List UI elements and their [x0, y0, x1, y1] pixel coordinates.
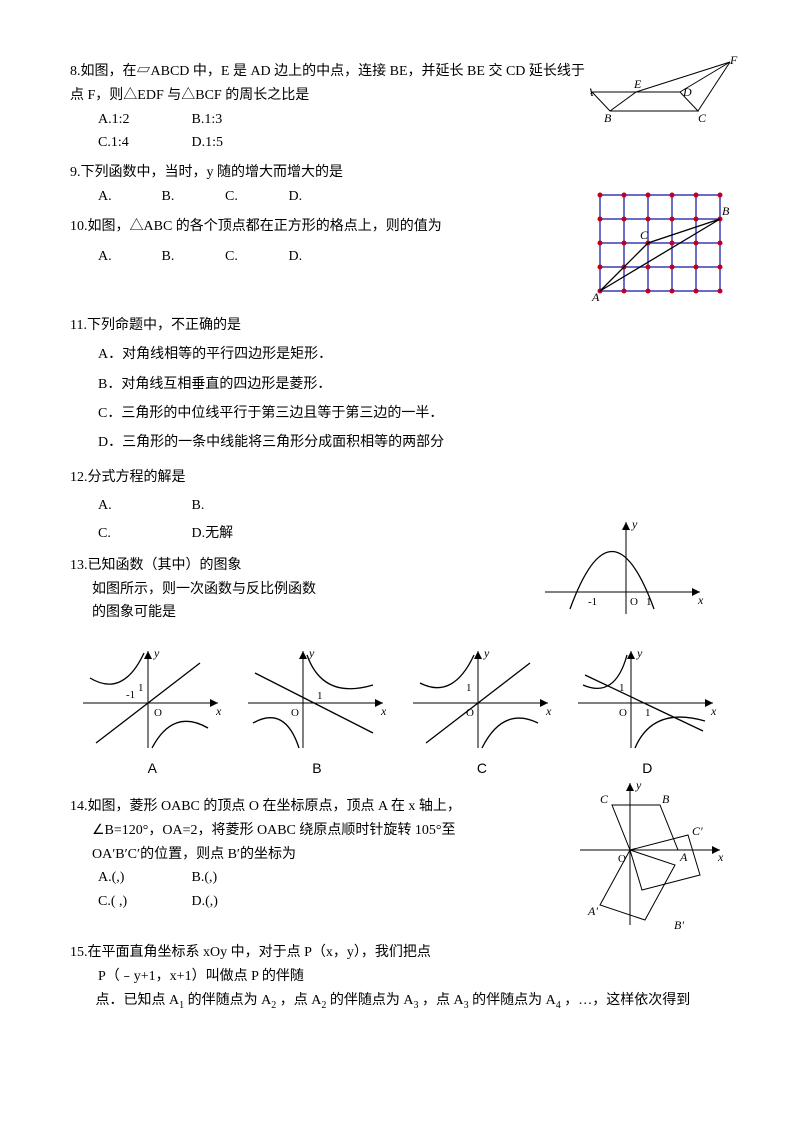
option-a: A.1:2 [98, 108, 188, 132]
option-a: A.(,) [98, 866, 188, 890]
option-d: D.1:5 [192, 131, 282, 155]
svg-text:O: O [291, 707, 299, 719]
label-y: y [631, 517, 638, 531]
question-11: 11.下列命题中，不正确的是 A．对角线相等的平行四边形是矩形． B．对角线互相… [70, 311, 730, 458]
q14-figure: O A B C x y A' B' C' [570, 775, 730, 935]
graph-a: x y O -1 1 [78, 643, 228, 753]
svg-text:A: A [679, 850, 688, 864]
exam-page: A B C D E F 8.如图，在▱ABCD 中，E 是 AD 边上的中点，连… [0, 0, 800, 1059]
question-13: x y O -1 1 13.已知函数（其中）的图象 如图所示，则一次函数与反比例… [70, 554, 730, 781]
svg-text:O: O [154, 707, 162, 719]
svg-text:B: B [662, 792, 670, 806]
label-b: B [604, 111, 612, 125]
option-a: A. [98, 492, 188, 520]
svg-text:y: y [483, 646, 490, 660]
svg-text:A': A' [587, 904, 598, 918]
label-c: C [698, 111, 707, 125]
graph-b: x y O 1 [243, 643, 393, 753]
svg-text:y: y [153, 646, 160, 660]
rhombus-rot-1 [630, 835, 700, 890]
question-14: O A B C x y A' B' C' 14.如图，菱形 OABC 的顶点 O… [70, 795, 730, 935]
svg-text:x: x [215, 704, 222, 718]
q11-stem: 11.下列命题中，不正确的是 [70, 311, 730, 340]
option-a: A. [98, 245, 158, 269]
rhombus-1 [612, 805, 678, 850]
label-a: A [148, 757, 157, 781]
svg-text:x: x [380, 704, 387, 718]
svg-text:O: O [618, 853, 626, 865]
label-d: D [682, 85, 692, 99]
q9-stem: 9.下列函数中，当时，y 随的增大而增大的是 [70, 161, 730, 185]
grid [598, 192, 723, 293]
q12-stem: 12.分式方程的解是 [70, 464, 730, 492]
label-m1: -1 [588, 596, 597, 608]
label-c: C [477, 757, 487, 781]
label-a: A [591, 290, 600, 304]
q8-figure: A B C D E F [590, 56, 740, 126]
svg-text:C': C' [692, 824, 703, 838]
svg-text:y: y [308, 646, 315, 660]
option-d: D.无解 [192, 520, 282, 548]
option-b: B.1:3 [192, 108, 282, 132]
option-d: D.(,) [192, 890, 282, 914]
option-b: B．对角线互相垂直的四边形是菱形． [70, 370, 730, 399]
option-d: D. [289, 185, 349, 209]
option-c: C. [98, 520, 188, 548]
label-o: O [630, 596, 638, 608]
line-be [610, 92, 636, 111]
option-b: B. [162, 245, 222, 269]
svg-text:1: 1 [317, 690, 323, 702]
svg-text:O: O [619, 707, 627, 719]
svg-text:1: 1 [466, 682, 472, 694]
triangle [600, 219, 720, 291]
svg-text:-1: -1 [126, 689, 135, 701]
option-c: C.( ,) [98, 890, 188, 914]
line-cf [698, 62, 730, 111]
option-c: C.1:4 [98, 131, 188, 155]
option-b: B.(,) [192, 866, 282, 890]
option-c: C. [225, 185, 285, 209]
label-f: F [729, 56, 738, 67]
question-15: 15.在平面直角坐标系 xOy 中，对于点 P（x，y），我们把点 P（﹣y+1… [70, 941, 730, 1013]
option-a: A. [98, 185, 158, 209]
svg-text:y: y [636, 646, 643, 660]
graph-c: x y O 1 [408, 643, 558, 753]
option-c: C．三角形的中位线平行于第三边且等于第三边的一半． [70, 399, 730, 428]
svg-text:1: 1 [645, 707, 651, 719]
label-b: B [312, 757, 321, 781]
q13-figure: x y O -1 1 [540, 514, 710, 624]
option-c: C. [225, 245, 285, 269]
option-a: A．对角线相等的平行四边形是矩形． [70, 340, 730, 369]
svg-text:O: O [466, 707, 474, 719]
label-p1: 1 [646, 596, 652, 608]
option-d: D. [289, 245, 349, 269]
svg-text:x: x [717, 850, 724, 864]
label-x: x [697, 593, 704, 607]
q10-figure: A B C [590, 185, 730, 305]
svg-text:1: 1 [138, 682, 144, 694]
q15-stem: 15.在平面直角坐标系 xOy 中，对于点 P（x，y），我们把点 P（﹣y+1… [70, 941, 730, 1013]
label-b: B [722, 204, 730, 218]
svg-text:x: x [710, 704, 717, 718]
svg-text:C: C [600, 792, 609, 806]
svg-text:B': B' [674, 918, 684, 932]
question-8: A B C D E F 8.如图，在▱ABCD 中，E 是 AD 边上的中点，连… [70, 60, 730, 155]
label-c: C [640, 228, 649, 242]
parabola [570, 551, 654, 609]
svg-text:1: 1 [619, 682, 625, 694]
arrow-y [622, 522, 630, 530]
option-b: B. [192, 492, 282, 520]
graph-d: x y O 1 1 [573, 643, 723, 753]
svg-text:x: x [545, 704, 552, 718]
label-d: D [642, 757, 652, 781]
q13-option-graphs: x y O -1 1 x y O 1 [70, 643, 730, 753]
question-10: A B C 10.如图，△ABC 的各个顶点都在正方形的格点上，则的值为 A. … [70, 215, 730, 305]
rhombus-rot-2 [600, 850, 675, 920]
option-d: D．三角形的一条中线能将三角形分成面积相等的两部分 [70, 428, 730, 457]
option-b: B. [162, 185, 222, 209]
svg-text:y: y [635, 778, 642, 792]
label-e: E [633, 77, 642, 91]
